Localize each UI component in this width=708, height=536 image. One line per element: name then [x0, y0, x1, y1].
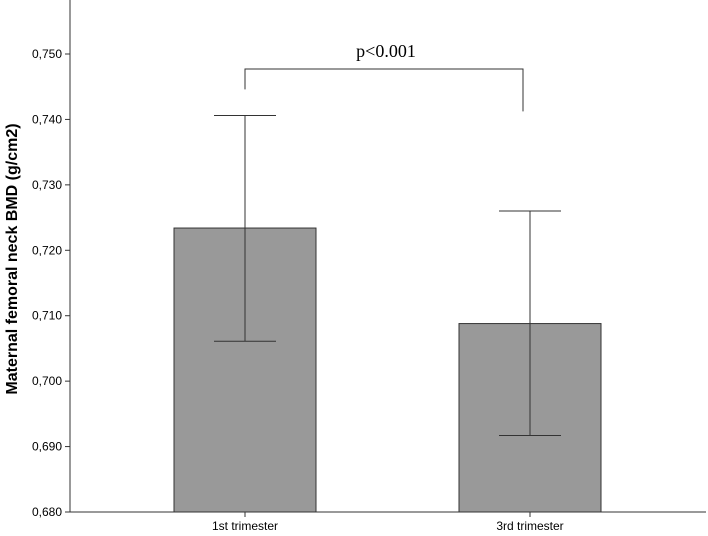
y-tick-label: 0,730	[32, 178, 62, 192]
y-tick-label: 0,750	[32, 47, 62, 61]
y-tick-label: 0,740	[32, 112, 62, 126]
y-tick-label: 0,680	[32, 505, 62, 519]
x-axis: 1st trimester 3rd trimester	[70, 511, 706, 533]
y-tick-label: 0,690	[32, 440, 62, 454]
significance-label: p<0.001	[356, 41, 416, 61]
error-bars	[214, 115, 561, 436]
y-tick-label: 0,700	[32, 374, 62, 388]
x-tick-label: 3rd trimester	[496, 519, 563, 533]
bars	[173, 227, 602, 513]
y-axis-label: Maternal femoral neck BMD (g/cm2)	[4, 123, 21, 394]
x-tick-label: 1st trimester	[212, 519, 278, 533]
y-tick-label: 0,710	[32, 309, 62, 323]
significance-annotation: p<0.001	[244, 41, 524, 112]
significance-bracket	[244, 68, 524, 112]
y-axis: 0,680 0,690 0,700 0,710 0,720 0,730 0,740 0,750	[32, 0, 71, 519]
y-tick-label: 0,720	[32, 243, 62, 257]
